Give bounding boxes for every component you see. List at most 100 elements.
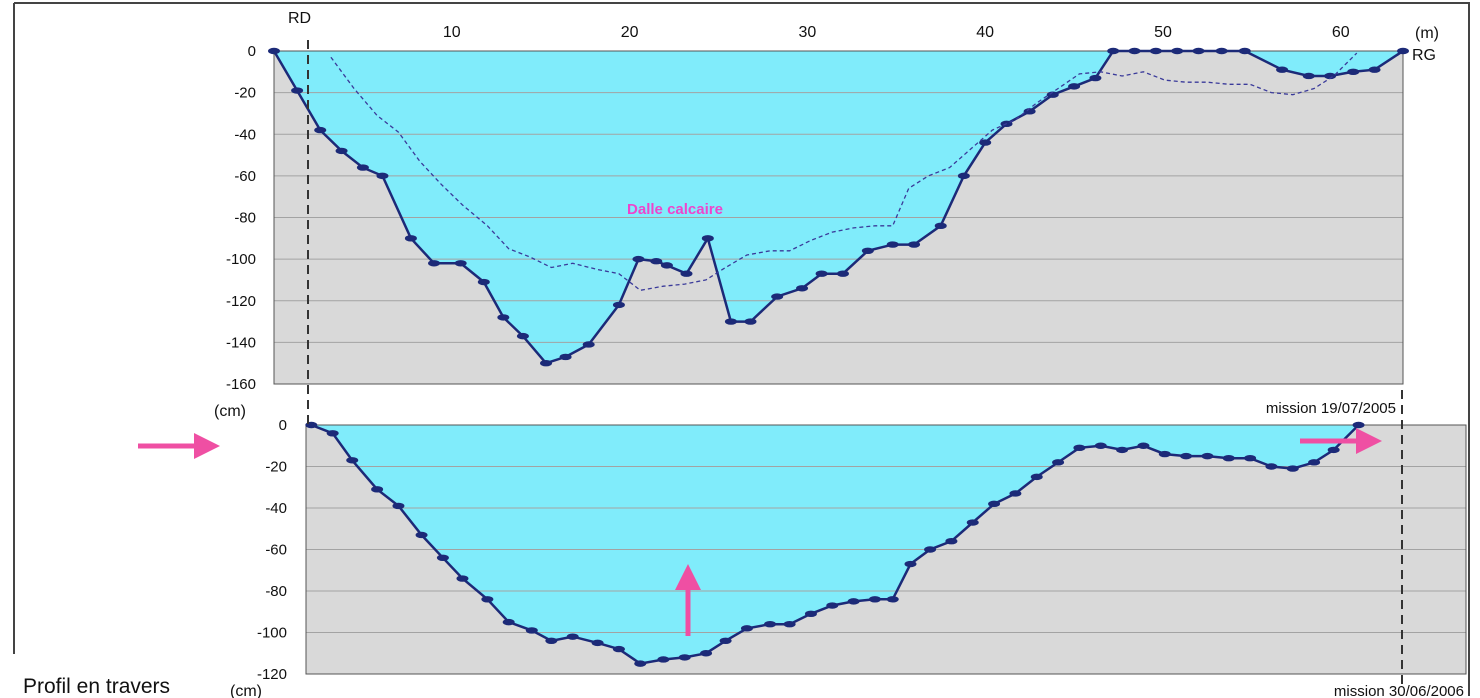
data-point	[632, 255, 645, 263]
data-point	[326, 430, 339, 437]
data-point	[924, 546, 937, 553]
data-point	[945, 538, 958, 545]
data-point	[1352, 421, 1365, 429]
data-point	[376, 172, 389, 180]
data-point	[356, 164, 369, 171]
x-tick-label: 10	[443, 24, 461, 41]
data-point	[1238, 47, 1251, 55]
data-point	[540, 359, 553, 367]
y-tick-label: -80	[234, 210, 256, 227]
data-point	[415, 531, 428, 539]
data-point	[1052, 459, 1065, 466]
data-point	[979, 139, 992, 146]
bottom-chart-title: mission 30/06/2006	[1334, 683, 1464, 698]
data-point	[988, 500, 1001, 508]
data-point	[314, 126, 327, 134]
data-point	[477, 278, 490, 286]
data-point	[764, 621, 777, 628]
data-point	[392, 502, 405, 510]
caption: Profil en travers	[23, 675, 170, 698]
data-point	[700, 650, 713, 657]
data-point	[1089, 74, 1102, 82]
x-unit-label: (m)	[1415, 25, 1439, 42]
right-arrow-head	[1356, 428, 1382, 454]
data-point	[861, 247, 874, 254]
data-point	[454, 260, 467, 267]
data-point	[1244, 455, 1257, 462]
data-point	[1046, 91, 1059, 98]
data-point	[1347, 68, 1360, 76]
x-tick-label: 20	[621, 24, 639, 41]
data-point	[1265, 463, 1278, 470]
plot-border	[273, 50, 1404, 385]
data-point	[591, 639, 604, 647]
y-tick-label: 0	[248, 43, 256, 60]
x-tick-label: 30	[798, 24, 816, 41]
top-y-unit-label: (cm)	[214, 403, 246, 420]
data-point	[566, 633, 579, 640]
data-point	[1192, 47, 1205, 55]
top-chart-title: mission 19/07/2005	[1266, 400, 1396, 417]
data-point	[1302, 72, 1315, 80]
data-point	[1128, 47, 1141, 55]
data-point	[1286, 465, 1299, 472]
data-point	[1107, 47, 1120, 55]
y-tick-label: -140	[226, 334, 256, 351]
top-chart: 0 -20 -40 -60 -80 -100 -120 -140 -160 10 20 30 40 50 6…	[226, 24, 1409, 393]
data-point	[678, 654, 691, 661]
data-point	[1137, 442, 1150, 449]
data-point	[650, 258, 663, 265]
left-arrow-head	[194, 433, 220, 459]
data-point	[815, 270, 828, 277]
data-point	[1116, 446, 1129, 454]
data-point	[502, 618, 515, 626]
data-point	[1068, 83, 1081, 90]
data-point	[657, 656, 670, 663]
data-point	[701, 235, 714, 242]
data-point	[771, 293, 784, 300]
data-point	[559, 353, 572, 361]
y-tick-label: -40	[265, 500, 287, 517]
data-point	[886, 596, 899, 603]
water-area	[311, 425, 1359, 664]
data-point	[957, 172, 970, 180]
left-bank-label: RD	[288, 10, 311, 27]
data-point	[291, 87, 304, 94]
data-point	[724, 318, 737, 325]
y-tick-label: 0	[279, 417, 287, 434]
data-point	[1201, 452, 1214, 460]
data-point	[1276, 66, 1289, 73]
data-point	[1094, 442, 1107, 449]
data-point	[1180, 452, 1193, 460]
data-point	[335, 147, 348, 155]
y-tick-label: -100	[226, 251, 256, 268]
data-point	[516, 332, 529, 340]
y-tick-label: -80	[265, 583, 287, 600]
data-point	[456, 575, 469, 582]
data-point	[428, 260, 441, 267]
data-point	[497, 314, 510, 321]
data-point	[1368, 66, 1381, 73]
data-point	[346, 457, 359, 464]
y-tick-label: -40	[234, 126, 256, 143]
data-point	[1215, 47, 1228, 55]
data-point	[804, 610, 817, 618]
right-bank-label: RG	[1412, 47, 1436, 64]
data-point	[1009, 490, 1022, 497]
data-point	[436, 554, 449, 561]
data-point	[1171, 47, 1184, 55]
annotation-dalle-calcaire: Dalle calcaire	[627, 201, 723, 218]
data-point	[582, 341, 595, 348]
data-point	[634, 660, 647, 667]
data-point	[612, 645, 625, 653]
data-point	[868, 596, 881, 603]
bottom-y-unit-label: (cm)	[230, 683, 262, 698]
data-point	[886, 241, 899, 248]
data-point	[1158, 450, 1171, 458]
data-point	[908, 241, 921, 248]
data-point	[847, 598, 860, 605]
data-point	[371, 486, 384, 493]
y-tick-label: -120	[226, 293, 256, 310]
y-tick-label: -60	[265, 542, 287, 559]
